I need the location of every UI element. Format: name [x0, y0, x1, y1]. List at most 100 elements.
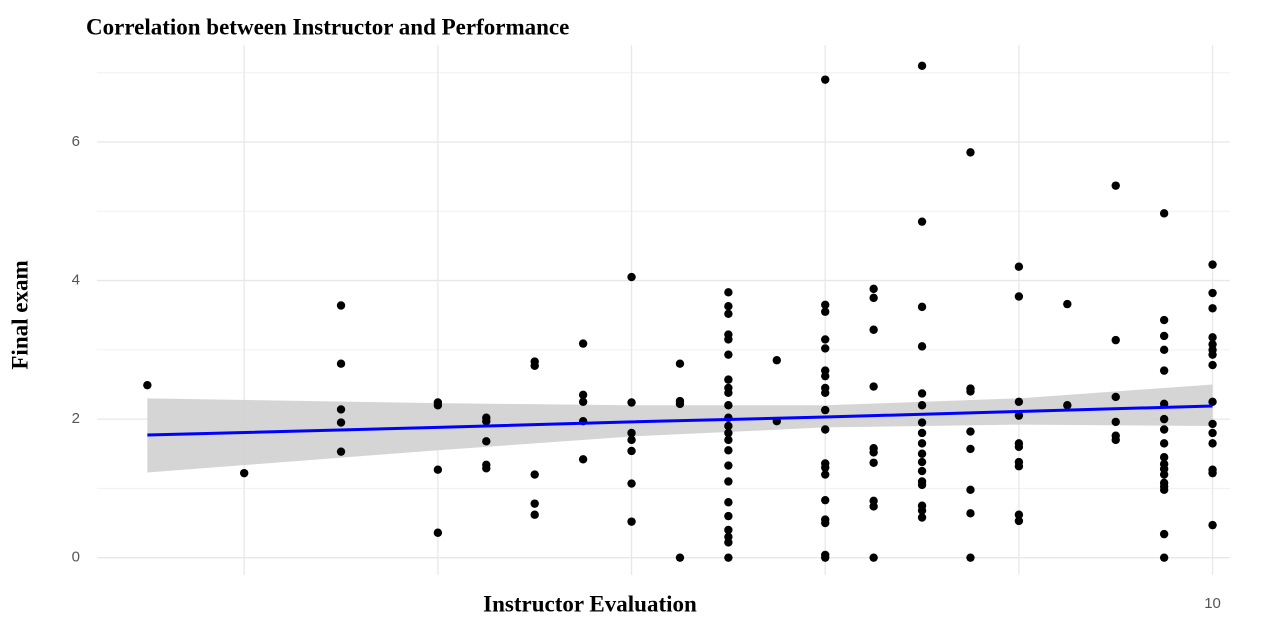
point [1208, 350, 1217, 359]
point [482, 437, 491, 446]
x-axis-label: Instructor Evaluation [483, 591, 697, 616]
point [1208, 520, 1217, 530]
point [1159, 209, 1169, 218]
point [724, 375, 733, 384]
point [869, 382, 878, 391]
point [1208, 468, 1217, 478]
point [627, 428, 636, 438]
point [627, 517, 636, 526]
fit-line [147, 404, 1213, 437]
point [724, 461, 733, 470]
point [1014, 510, 1024, 519]
y-tick-label: 6 [72, 133, 80, 150]
point [1159, 553, 1169, 562]
point [917, 439, 927, 448]
point [821, 388, 830, 397]
point [1014, 462, 1024, 471]
point [821, 75, 830, 84]
point [1208, 304, 1217, 313]
point [966, 427, 975, 436]
point [724, 335, 733, 344]
point [821, 463, 830, 472]
point [821, 495, 830, 505]
point [869, 448, 878, 457]
point [1014, 411, 1024, 420]
point [1208, 439, 1217, 448]
point [966, 444, 975, 454]
point [1014, 442, 1024, 452]
point [336, 359, 346, 368]
point [578, 455, 588, 464]
point [869, 284, 878, 294]
point [627, 446, 636, 456]
point [821, 344, 830, 353]
point [821, 553, 830, 562]
point [1014, 262, 1024, 271]
point [482, 416, 491, 426]
point [482, 464, 491, 473]
point [627, 272, 636, 282]
point [821, 518, 830, 528]
point [724, 446, 733, 455]
point [869, 458, 878, 467]
point [724, 401, 733, 410]
point [966, 387, 975, 396]
point [627, 435, 636, 445]
point [917, 457, 927, 467]
point [336, 301, 346, 310]
point [143, 380, 152, 390]
point [724, 301, 733, 311]
point [724, 288, 733, 297]
point [724, 350, 733, 359]
point [966, 509, 975, 518]
chart-title: Correlation between Instructor and Perfo… [86, 14, 569, 39]
point [821, 307, 830, 316]
point [627, 479, 636, 488]
point [724, 525, 733, 535]
point [530, 510, 539, 519]
point [821, 405, 830, 415]
point [724, 435, 733, 445]
point [1208, 360, 1217, 370]
point [1159, 453, 1169, 462]
point [1159, 331, 1169, 341]
point [917, 217, 927, 226]
point [1208, 260, 1217, 269]
point [917, 401, 927, 410]
point [336, 418, 346, 427]
point [966, 148, 975, 157]
point [675, 553, 685, 562]
point [724, 511, 733, 521]
y-axis-label: Final exam [7, 260, 32, 369]
y-tick-label: 4 [72, 272, 80, 289]
point [917, 428, 927, 438]
point [917, 61, 927, 70]
point [821, 300, 830, 310]
point [1014, 516, 1024, 526]
point [1159, 414, 1169, 424]
point [1159, 366, 1169, 375]
point [869, 553, 878, 562]
points [143, 61, 1217, 562]
confidence-band-group [147, 384, 1213, 473]
point [869, 293, 878, 303]
point [966, 485, 975, 494]
point [1111, 335, 1120, 345]
point [917, 513, 927, 522]
confidence-band [147, 384, 1213, 473]
point [1159, 529, 1169, 539]
point [917, 449, 927, 458]
point [675, 399, 685, 409]
point [869, 325, 878, 334]
point [821, 335, 830, 344]
point [917, 506, 927, 515]
point [1111, 417, 1120, 427]
point [917, 302, 927, 312]
point [724, 388, 733, 397]
point [1159, 439, 1169, 448]
point [724, 477, 733, 486]
point [530, 361, 539, 370]
point [1014, 292, 1024, 301]
point [530, 470, 539, 479]
